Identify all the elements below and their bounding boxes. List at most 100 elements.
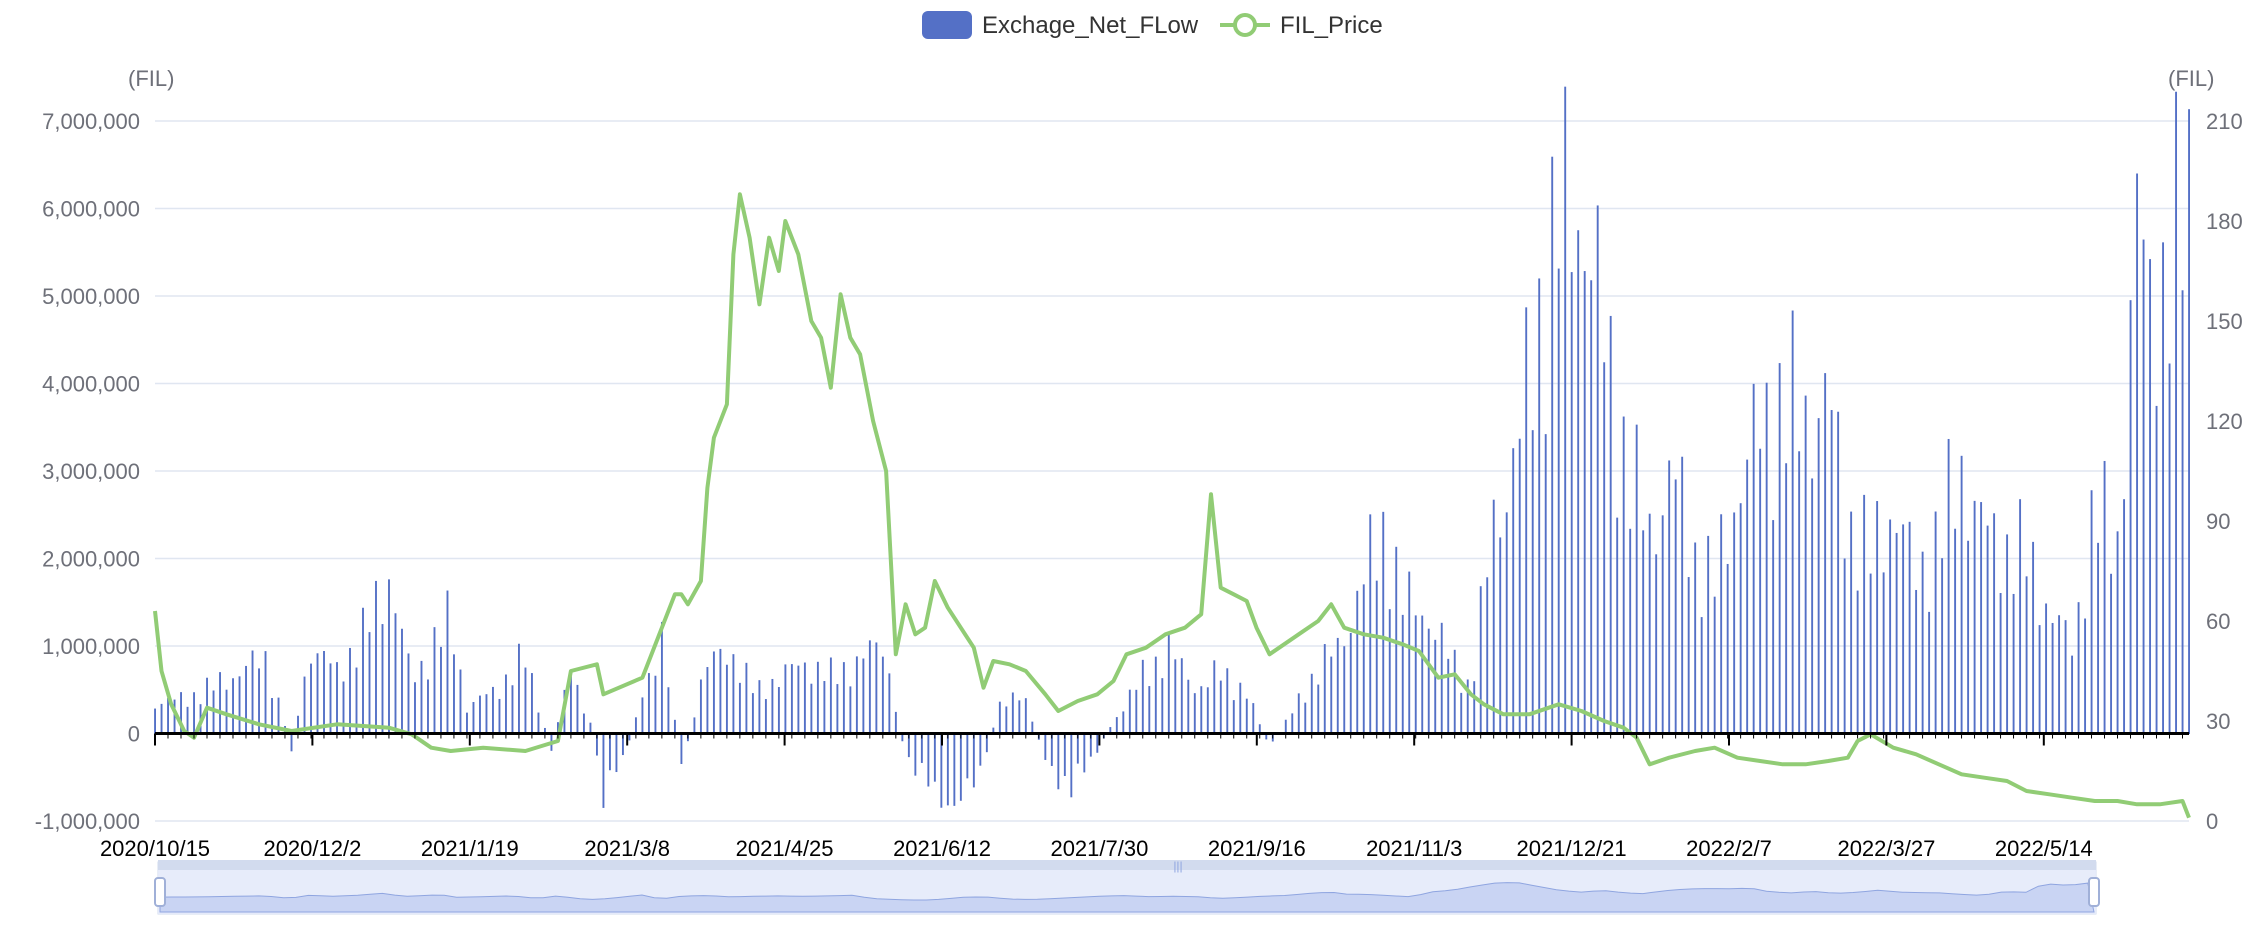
net-flow-bar bbox=[1427, 628, 1430, 734]
net-flow-bar bbox=[1382, 511, 1385, 734]
net-flow-bar bbox=[1044, 733, 1047, 760]
y-left-unit: (FIL) bbox=[128, 66, 174, 91]
net-flow-bar bbox=[1681, 456, 1684, 734]
net-flow-bar bbox=[518, 643, 520, 734]
legend-net-flow-label: Exchage_Net_FLow bbox=[982, 12, 1199, 39]
data-zoom-grip-icon[interactable]: ||| bbox=[1173, 859, 1182, 873]
net-flow-bar bbox=[1011, 692, 1014, 734]
net-flow-bar bbox=[472, 702, 475, 734]
net-flow-bar bbox=[946, 733, 949, 806]
net-flow-bar bbox=[427, 679, 429, 734]
y-left-tick-label: 4,000,000 bbox=[42, 372, 140, 397]
net-flow-bar bbox=[1934, 511, 1937, 734]
net-flow-bar bbox=[180, 692, 182, 734]
legend-item-net-flow[interactable]: Exchage_Net_FLow bbox=[922, 11, 1199, 39]
net-flow-bar bbox=[1590, 280, 1593, 734]
net-flow-bar bbox=[251, 650, 254, 734]
net-flow-bar bbox=[1050, 733, 1053, 766]
net-flow-bar bbox=[2071, 655, 2074, 734]
net-flow-bar bbox=[1479, 586, 1482, 734]
net-flow-bar bbox=[1141, 659, 1144, 734]
net-flow-bar bbox=[1473, 681, 1476, 734]
net-flow-bar bbox=[972, 733, 975, 788]
net-flow-bar bbox=[875, 642, 878, 734]
net-flow-bar bbox=[1557, 268, 1560, 734]
net-flow-bar bbox=[381, 624, 384, 734]
net-flow-bar bbox=[992, 727, 995, 734]
net-flow-bar bbox=[576, 684, 579, 734]
net-flow-bar bbox=[810, 683, 813, 734]
net-flow-bar bbox=[1544, 434, 1547, 734]
net-flow-bar bbox=[414, 682, 416, 734]
net-flow-bar bbox=[2168, 363, 2171, 734]
y-right-tick-label: 0 bbox=[2206, 809, 2218, 834]
net-flow-bar bbox=[375, 580, 377, 734]
net-flow-bar bbox=[634, 717, 637, 734]
net-flow-bar bbox=[1232, 700, 1235, 734]
net-flow-bar bbox=[901, 733, 904, 742]
data-zoom-slider[interactable]: ||| bbox=[154, 859, 2100, 915]
net-flow-bar bbox=[888, 673, 891, 734]
net-flow-bar bbox=[1785, 463, 1788, 734]
net-flow-bar bbox=[1135, 689, 1138, 734]
net-flow-bar bbox=[1668, 460, 1671, 734]
net-flow-bar bbox=[1206, 687, 1209, 734]
y-left-tick-label: 1,000,000 bbox=[42, 634, 140, 659]
net-flow-bar bbox=[1921, 551, 1924, 734]
x-tick-label: 2021/1/19 bbox=[421, 836, 519, 861]
net-flow-bar bbox=[1778, 363, 1781, 734]
net-flow-bar bbox=[927, 733, 930, 787]
net-flow-bar bbox=[1226, 668, 1229, 734]
net-flow-bar bbox=[1674, 479, 1677, 734]
net-flow-bar bbox=[1421, 615, 1424, 734]
net-flow-bar bbox=[505, 674, 507, 734]
net-flow-bar bbox=[602, 733, 605, 808]
net-flow-bar bbox=[615, 733, 618, 773]
y-left-tick-label: -1,000,000 bbox=[35, 809, 140, 834]
x-tick-label: 2021/3/8 bbox=[584, 836, 670, 861]
legend[interactable]: Exchage_Net_FLow FIL_Price bbox=[922, 11, 1383, 39]
net-flow-bar bbox=[589, 722, 592, 734]
net-flow-bar bbox=[2006, 534, 2009, 734]
net-flow-bar bbox=[1063, 733, 1066, 776]
net-flow-bar bbox=[2019, 499, 2022, 734]
net-flow-bar bbox=[1811, 478, 1814, 734]
net-flow-bar bbox=[440, 646, 442, 734]
net-flow-bar bbox=[1980, 502, 1983, 734]
net-flow-bar bbox=[453, 654, 455, 734]
net-flow-bar bbox=[485, 694, 488, 734]
net-flow-bar bbox=[1999, 593, 2002, 734]
net-flow-bar bbox=[1076, 733, 1079, 764]
data-zoom-left-handle[interactable] bbox=[154, 877, 166, 907]
legend-item-price[interactable]: FIL_Price bbox=[1220, 12, 1383, 39]
net-flow-bar bbox=[790, 664, 793, 734]
net-flow-bar bbox=[1622, 416, 1625, 734]
y-right-unit: (FIL) bbox=[2168, 66, 2214, 91]
net-flow-bar bbox=[1986, 525, 1989, 734]
net-flow-bar bbox=[2097, 542, 2100, 734]
net-flow-bar bbox=[1317, 684, 1320, 734]
net-flow-bar bbox=[1577, 230, 1580, 734]
net-flow-bar bbox=[1291, 713, 1294, 734]
net-flow-bar bbox=[1583, 271, 1586, 734]
net-flow-bar bbox=[1180, 658, 1183, 734]
net-flow-bar bbox=[401, 628, 403, 734]
data-zoom-move-handle[interactable] bbox=[158, 860, 2096, 870]
net-flow-bar bbox=[290, 733, 293, 752]
net-flow-bar bbox=[608, 733, 611, 771]
net-flow-bar bbox=[816, 661, 819, 734]
data-zoom-right-handle[interactable] bbox=[2088, 877, 2100, 907]
net-flow-bar bbox=[544, 727, 546, 734]
net-flow-bar bbox=[1219, 680, 1222, 734]
net-flow-bar bbox=[1746, 459, 1749, 734]
net-flow-bar bbox=[1128, 689, 1131, 734]
net-flow-bar bbox=[1954, 528, 1957, 734]
net-flow-bar bbox=[1174, 659, 1177, 734]
net-flow-bar bbox=[225, 689, 228, 734]
net-flow-bar bbox=[1759, 448, 1762, 734]
net-flow-bar bbox=[1739, 503, 1742, 734]
y-right-tick-label: 150 bbox=[2206, 309, 2243, 334]
x-tick-label: 2021/6/12 bbox=[893, 836, 991, 861]
net-flow-bar bbox=[2149, 259, 2152, 734]
net-flow-bar bbox=[479, 695, 481, 734]
